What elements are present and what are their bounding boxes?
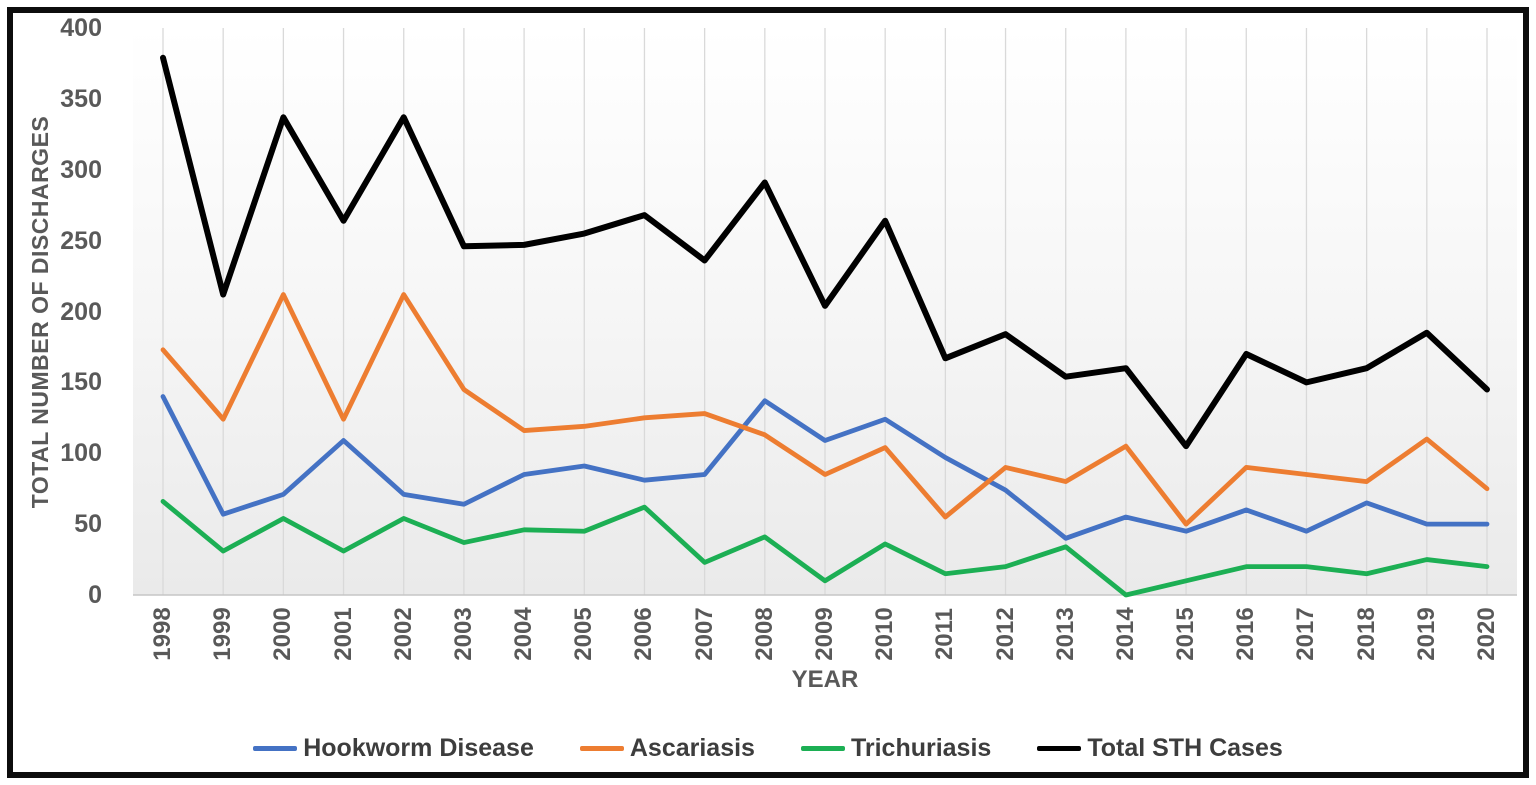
- y-tick-label-400: 400: [60, 14, 102, 42]
- y-tick-label-250: 250: [60, 226, 102, 255]
- x-tick-label-2002: 2002: [389, 607, 417, 661]
- x-tick-label-1998: 1998: [149, 607, 176, 661]
- x-tick-label-2014: 2014: [1111, 607, 1139, 661]
- x-tick-label-2011: 2011: [931, 607, 959, 661]
- x-tick-label-2001: 2001: [329, 607, 357, 661]
- legend-item-hookworm-disease: Hookworm Disease: [253, 734, 534, 763]
- y-tick-label-300: 300: [60, 155, 102, 184]
- legend-label: Hookworm Disease: [303, 734, 534, 762]
- x-axis-title: YEAR: [791, 666, 859, 693]
- legend-line-swatch: [1037, 746, 1082, 751]
- legend-item-ascariasis: Ascariasis: [579, 734, 755, 763]
- y-tick-label-200: 200: [60, 297, 102, 326]
- x-tick-label-1999: 1999: [209, 607, 237, 661]
- x-tick-label-2016: 2016: [1232, 607, 1260, 661]
- x-tick-label-2019: 2019: [1412, 607, 1440, 661]
- x-tick-label-2015: 2015: [1172, 607, 1200, 661]
- legend-line-swatch: [579, 746, 624, 751]
- x-tick-label-2018: 2018: [1352, 607, 1380, 661]
- x-tick-label-2000: 2000: [269, 607, 297, 661]
- x-tick-label-2012: 2012: [991, 607, 1019, 661]
- series-line-ascariasis: [160, 292, 1490, 527]
- x-tick-label-2006: 2006: [630, 607, 658, 661]
- x-tick-label-2020: 2020: [1473, 607, 1500, 661]
- chart-legend: Hookworm Disease Ascariasis Trichuriasis To…: [20, 734, 1516, 763]
- legend-line-swatch: [253, 746, 298, 751]
- legend-label: Ascariasis: [629, 734, 755, 762]
- series-line-trichuriasis: [160, 499, 1490, 598]
- x-tick-label-2008: 2008: [750, 607, 778, 661]
- x-tick-label-2004: 2004: [510, 607, 538, 661]
- legend-line-swatch: [800, 746, 845, 751]
- x-tick-label-2005: 2005: [570, 607, 598, 661]
- x-tick-label-2009: 2009: [811, 607, 838, 661]
- y-tick-label-150: 150: [60, 368, 102, 397]
- x-tick-label-2003: 2003: [449, 607, 477, 661]
- series-line-hookworm-disease: [160, 394, 1490, 541]
- x-tick-label-2007: 2007: [690, 607, 718, 661]
- y-tick-label-100: 100: [60, 439, 102, 468]
- legend-label: Trichuriasis: [850, 734, 992, 762]
- legend-item-trichuriasis: Trichuriasis: [800, 734, 992, 763]
- legend-label: Total STH Cases: [1087, 734, 1283, 762]
- y-tick-label-50: 50: [74, 510, 102, 539]
- legend-item-total-sth-cases: Total STH Cases: [1037, 734, 1283, 763]
- x-tick-label-2017: 2017: [1292, 607, 1320, 661]
- x-tick-label-2013: 2013: [1051, 607, 1079, 661]
- y-axis-title: TOTAL NUMBER OF DISCHARGES: [27, 115, 53, 509]
- series-line-total-sth-cases: [160, 54, 1490, 450]
- x-tick-label-2010: 2010: [871, 607, 899, 661]
- y-tick-label-350: 350: [60, 84, 102, 113]
- y-tick-label-0: 0: [88, 581, 102, 609]
